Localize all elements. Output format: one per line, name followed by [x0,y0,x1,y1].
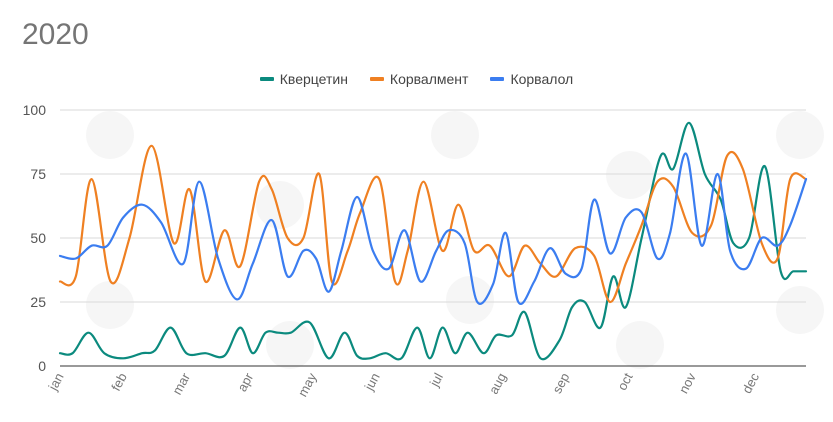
gridlines [60,109,806,367]
watermark-circle [86,281,134,329]
series-line-1 [58,121,808,361]
watermark-circle [776,286,824,334]
legend-label-series-2: Корвалмент [389,71,469,87]
y-tick-label: 100 [23,102,47,118]
x-tick-label: sep [549,370,572,396]
x-tick-label: oct [614,370,636,393]
x-tick-label: nov [676,370,699,396]
watermark-circle [606,151,654,199]
y-axis: 0 25 50 75 100 [23,102,47,374]
series-line-2 [58,144,808,304]
legend-label-series-3: Корвалол [510,71,574,87]
x-tick-label: jan [45,370,67,393]
legend: Кверцетин Корвалмент Корвалол [0,71,833,87]
legend-swatch-series-1 [259,77,274,81]
watermark-circle [266,321,314,369]
x-tick-label: may [295,370,320,399]
watermark-circle [776,111,824,159]
watermark-circle [86,111,134,159]
legend-swatch-series-3 [490,77,505,81]
watermark-layer [86,111,824,369]
y-tick-label: 75 [30,166,46,182]
watermark-circle [256,181,304,229]
y-tick-label: 50 [30,230,46,246]
y-tick-label: 25 [30,294,46,310]
watermark-circle [446,276,494,324]
x-tick-label: aug [486,370,509,396]
watermark-circle [616,321,664,369]
x-axis: jan feb mar apr may jun jul aug sep oct nov dec [45,370,763,399]
x-tick-label: dec [739,370,762,396]
x-tick-label: apr [234,370,256,394]
legend-item-series-3[interactable]: Корвалол [490,71,573,87]
x-tick-label: mar [169,370,193,397]
series-lines [58,121,808,361]
x-tick-label: jun [361,370,383,393]
chart-title: 2020 [22,18,89,51]
legend-swatch-series-2 [369,77,384,81]
legend-item-series-1[interactable]: Кверцетин [259,71,348,87]
series-line-3 [58,152,808,305]
x-tick-label: jul [426,370,446,390]
y-tick-label: 0 [38,358,46,374]
x-tick-label: feb [108,370,130,393]
legend-label-series-1: Кверцетин [279,71,348,87]
watermark-circle [431,111,479,159]
legend-item-series-2[interactable]: Корвалмент [369,71,469,87]
